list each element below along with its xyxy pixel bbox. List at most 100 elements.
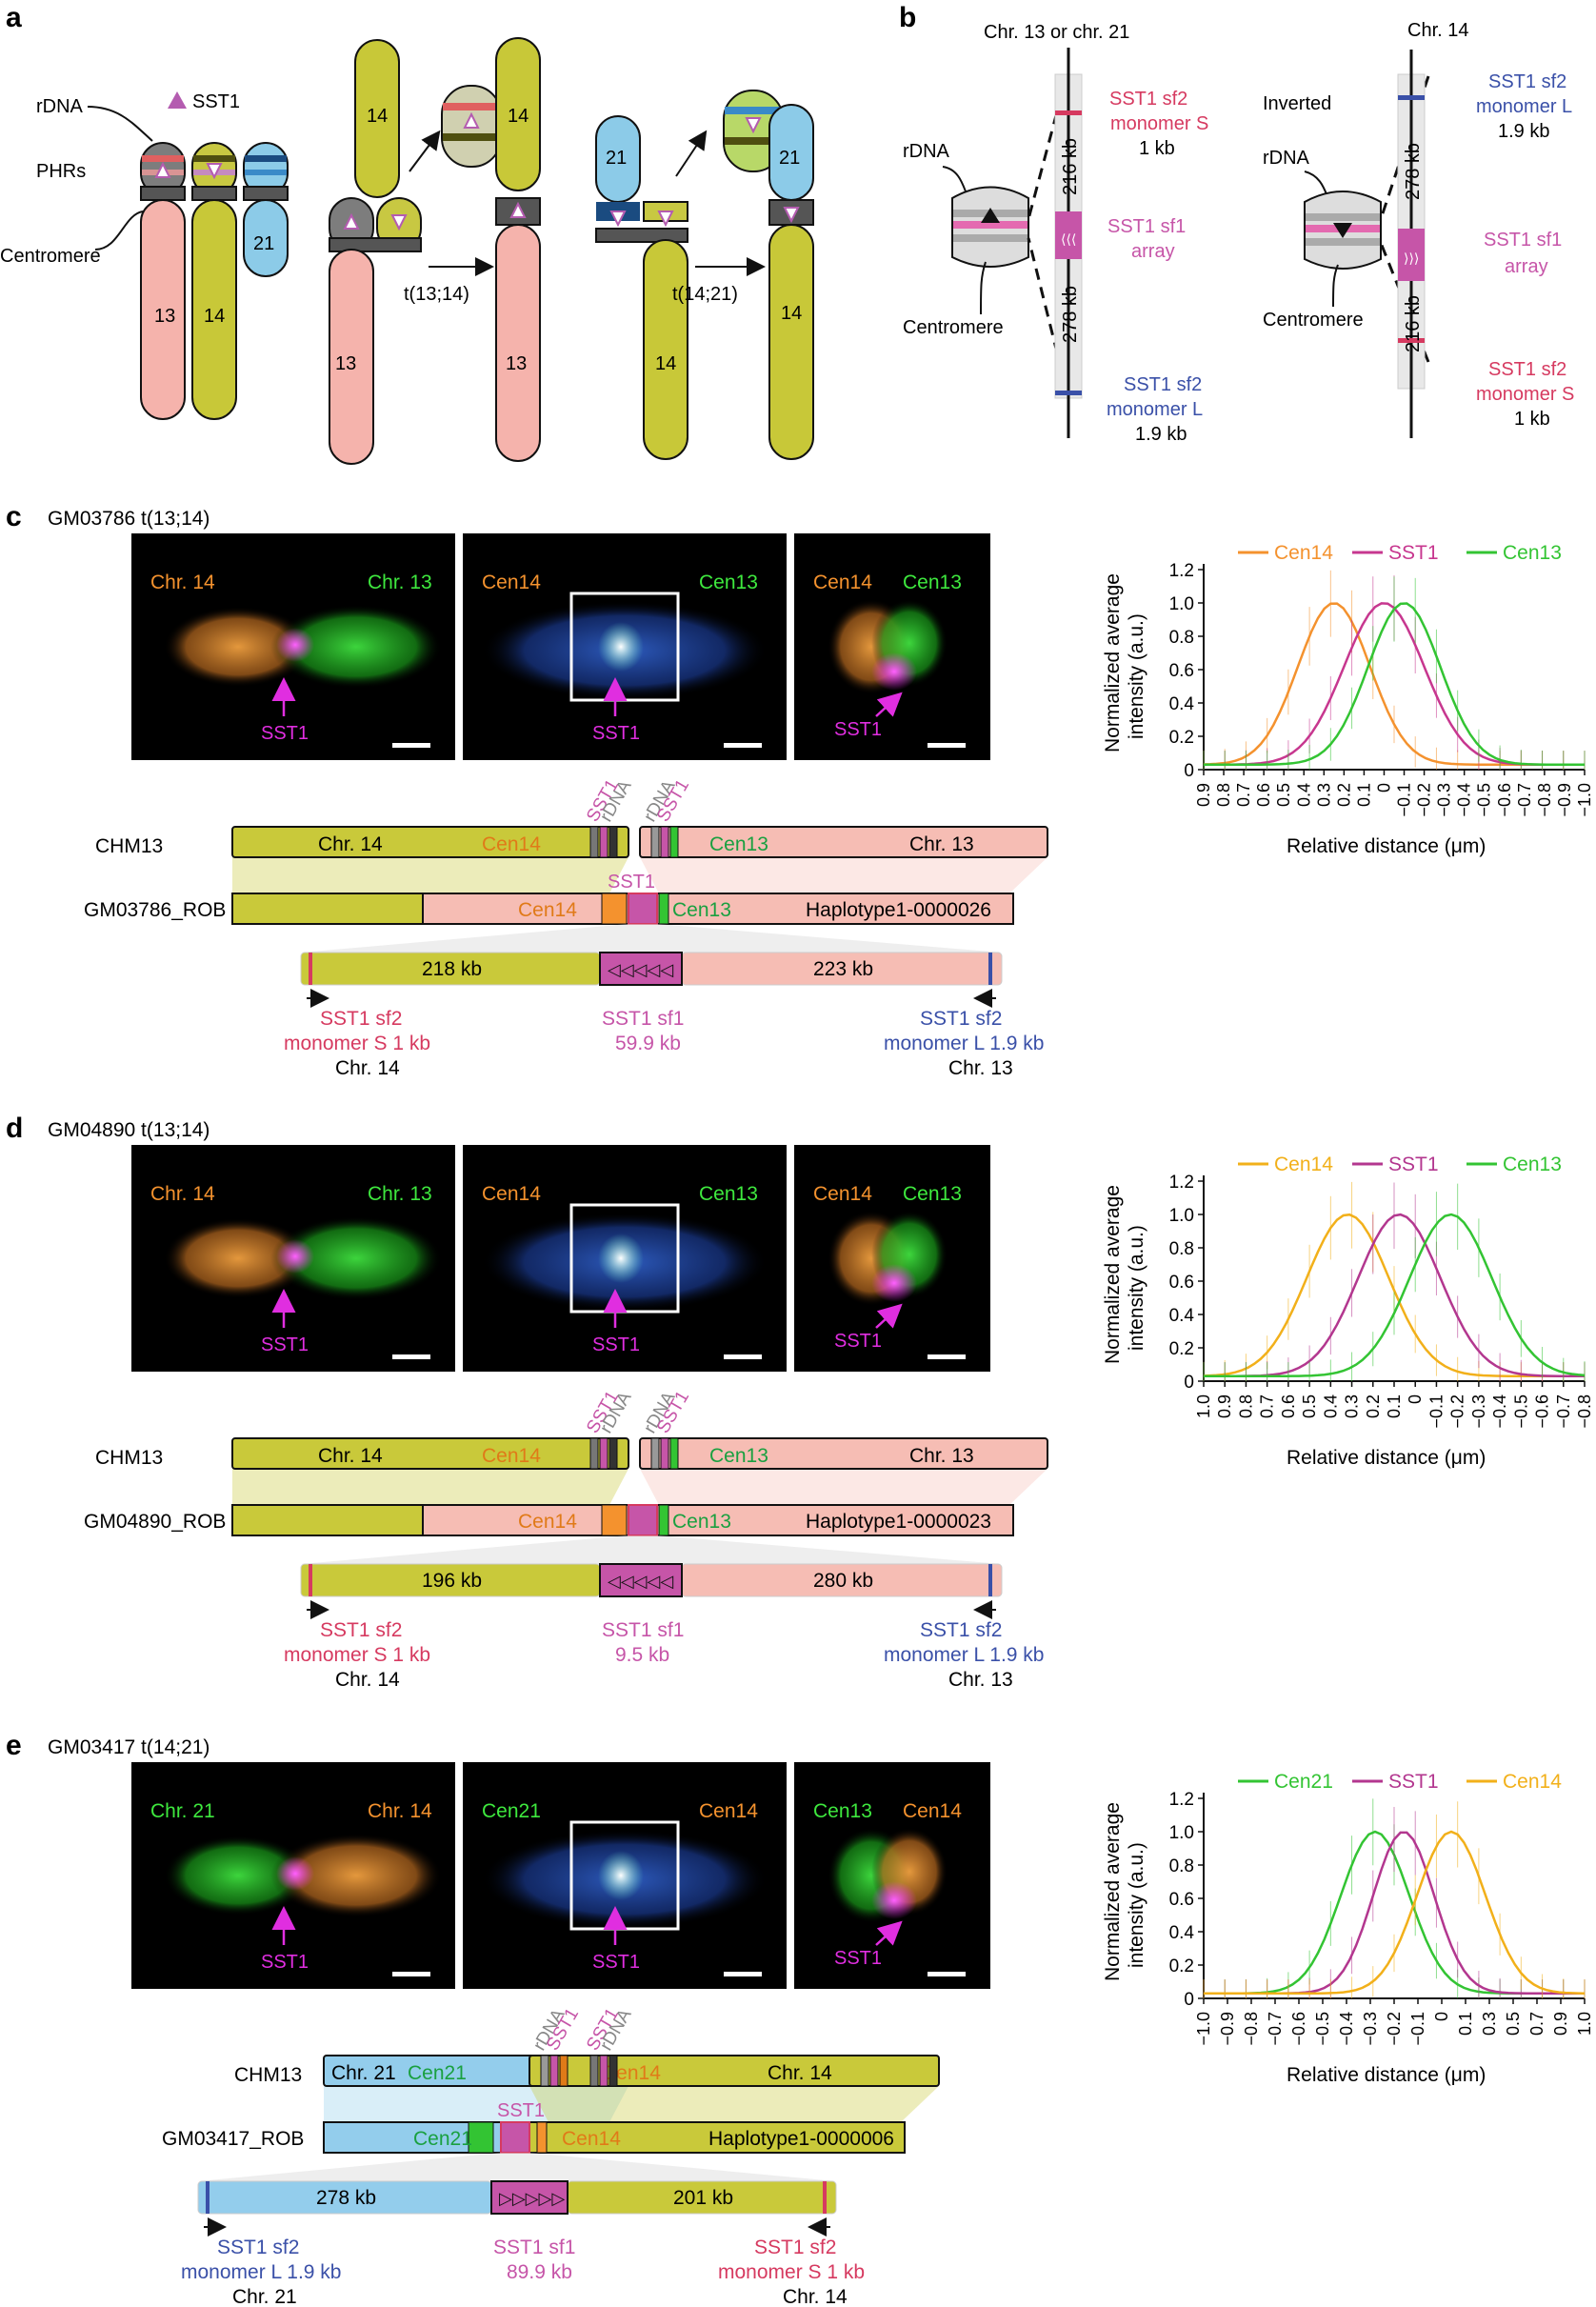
x-tick-label: −0.5 (1511, 1394, 1530, 1429)
x-tick-label: −0.1 (1395, 783, 1414, 817)
y-tick-label: 1.2 (1169, 561, 1194, 581)
x-tick-label: −0.3 (1435, 783, 1454, 817)
sst1-block (660, 1437, 669, 1470)
rob-cen-left-label: Cen14 (518, 899, 577, 921)
zoom-right-label-3: Chr. 13 (948, 1057, 1013, 1079)
chr14-label: 14 (204, 306, 225, 327)
centromere-signal (598, 1234, 644, 1283)
ref-right-cen-label: Cen13 (709, 1445, 768, 1467)
rob-sst1-block (500, 2121, 530, 2154)
rob-cen-right-block (658, 893, 669, 925)
sst1-block (599, 2055, 608, 2087)
micro-image-3: Cen13 Cen14 SST1 (794, 1762, 990, 1989)
y-tick-label: 0.2 (1169, 1956, 1194, 1976)
sst1-arrow (875, 692, 903, 717)
x-tick-label: 0.4 (1294, 783, 1313, 807)
y-tick-label: 0 (1184, 1373, 1194, 1393)
sst1-icon (463, 111, 480, 129)
rob-haplotype: Haplotype1-0000006 (708, 2128, 894, 2150)
x-tick-label: 0.1 (1456, 2012, 1475, 2036)
scale-bar (928, 1354, 966, 1359)
array-direction-icon: ◁◁◁◁◁ (608, 960, 673, 979)
left-monomer-mark (206, 2181, 209, 2214)
y-tick-label: 0.6 (1169, 1273, 1194, 1293)
panel-a: a rDNA PHRs Centromere SST1 13 14 (0, 2, 814, 465)
scale-bar (724, 743, 762, 748)
ref-right-chr-label: Chr. 13 (909, 1445, 974, 1467)
y-tick-label: 1.2 (1169, 1790, 1194, 1810)
sst1-signal (276, 1856, 314, 1891)
image-label-right: Cen13 (699, 572, 758, 593)
scale-bar (392, 743, 430, 748)
x-tick-label: 0.4 (1321, 1394, 1340, 1418)
micro-image-3: Cen14 Cen13 SST1 (794, 1145, 990, 1372)
y-tick-label: 0.6 (1169, 661, 1194, 681)
rdna-block (608, 1437, 618, 1470)
image-label-left: Chr. 14 (150, 572, 215, 593)
zoom-right-label-3: Chr. 13 (948, 1669, 1013, 1691)
centromere-label: Centromere (903, 317, 1004, 338)
t1421-label: t(14;21) (672, 284, 738, 305)
rob-cen-left-block (468, 2121, 494, 2154)
x-tick-label: −0.9 (1555, 783, 1574, 817)
panel-title: GM03417 t(14;21) (48, 1736, 209, 1758)
inverted-label: Inverted (1263, 93, 1331, 114)
x-tick-label: 0.5 (1504, 2012, 1523, 2036)
x-tick-label: −0.1 (1426, 1394, 1446, 1429)
legend-label: Cen21 (1274, 1771, 1333, 1793)
translocation-13-14: 14 13 t(13;14) 14 13 (329, 37, 541, 465)
array-direction-icon: ◁◁◁◁◁ (608, 1572, 673, 1591)
sst1-icon (390, 214, 408, 231)
rdna-block (608, 2055, 618, 2087)
micro-image-1: Chr. 21 Chr. 14 SST1 (131, 1762, 455, 1989)
x-tick-label: −0.5 (1313, 2012, 1332, 2046)
chromosome-21: 21 (243, 142, 289, 277)
zoom-left-label-1: SST1 sf2 (320, 1008, 402, 1030)
rdna-block (589, 826, 599, 858)
sf2l-line2: monomer L (1107, 399, 1203, 420)
zoom-left-label-2: monomer S 1 kb (284, 1033, 430, 1054)
sst1-label: SST1 (261, 1952, 309, 1973)
x-axis-title: Relative distance (μm) (1287, 2064, 1486, 2086)
scale-bar (928, 1972, 966, 1976)
rob-right (422, 1504, 1014, 1536)
image-label-right: Chr. 13 (368, 572, 432, 593)
synteny-right (529, 2086, 939, 2122)
sst1-legend-icon (168, 91, 187, 109)
scale-bar (392, 1972, 430, 1976)
y-tick-label: 0 (1184, 1990, 1194, 2010)
y-tick-label: 0 (1184, 761, 1194, 781)
x-tick-label: 0.5 (1300, 1394, 1319, 1418)
x-tick-label: −0.5 (1475, 783, 1494, 817)
chr13-label: 13 (506, 353, 527, 374)
sf1-line1: SST1 sf1 (1484, 230, 1562, 251)
rob-cen-left-label: Cen21 (413, 2128, 472, 2150)
rob-sst1-label: SST1 (497, 2100, 545, 2121)
right-monomer-mark (988, 953, 992, 985)
legend-label: Cen14 (1503, 1771, 1562, 1793)
sst1-block (549, 2055, 559, 2087)
rob-cen-left-block (601, 893, 628, 925)
zoom-sst1-array (599, 1563, 683, 1597)
x-tick-label: −0.6 (1289, 2012, 1308, 2046)
image-label-right: Cen13 (903, 572, 962, 593)
x-tick-label: −0.9 (1218, 2012, 1237, 2046)
ref-left-chromosome (231, 1437, 629, 1470)
rdna-block (589, 2055, 599, 2087)
synteny-right (640, 1469, 1047, 1505)
zoom-left-label-1: SST1 sf2 (320, 1619, 402, 1641)
ref-left-cen-label: Cen21 (408, 2062, 467, 2084)
kb216-label: 216 kb (1403, 295, 1424, 352)
x-tick-label: −1.0 (1575, 783, 1594, 817)
y-tick-label: 0.6 (1169, 1890, 1194, 1910)
kb278-label: 278 kb (1403, 143, 1424, 200)
sst1-arrow (875, 1303, 903, 1329)
sst1-label: SST1 (261, 1334, 309, 1355)
x-tick-label: −0.2 (1385, 2012, 1404, 2046)
image-label-left: Chr. 14 (150, 1183, 215, 1205)
x-tick-label: 0.8 (1214, 783, 1233, 807)
scale-bar (724, 1354, 762, 1359)
x-tick-label: 0.2 (1334, 783, 1353, 807)
